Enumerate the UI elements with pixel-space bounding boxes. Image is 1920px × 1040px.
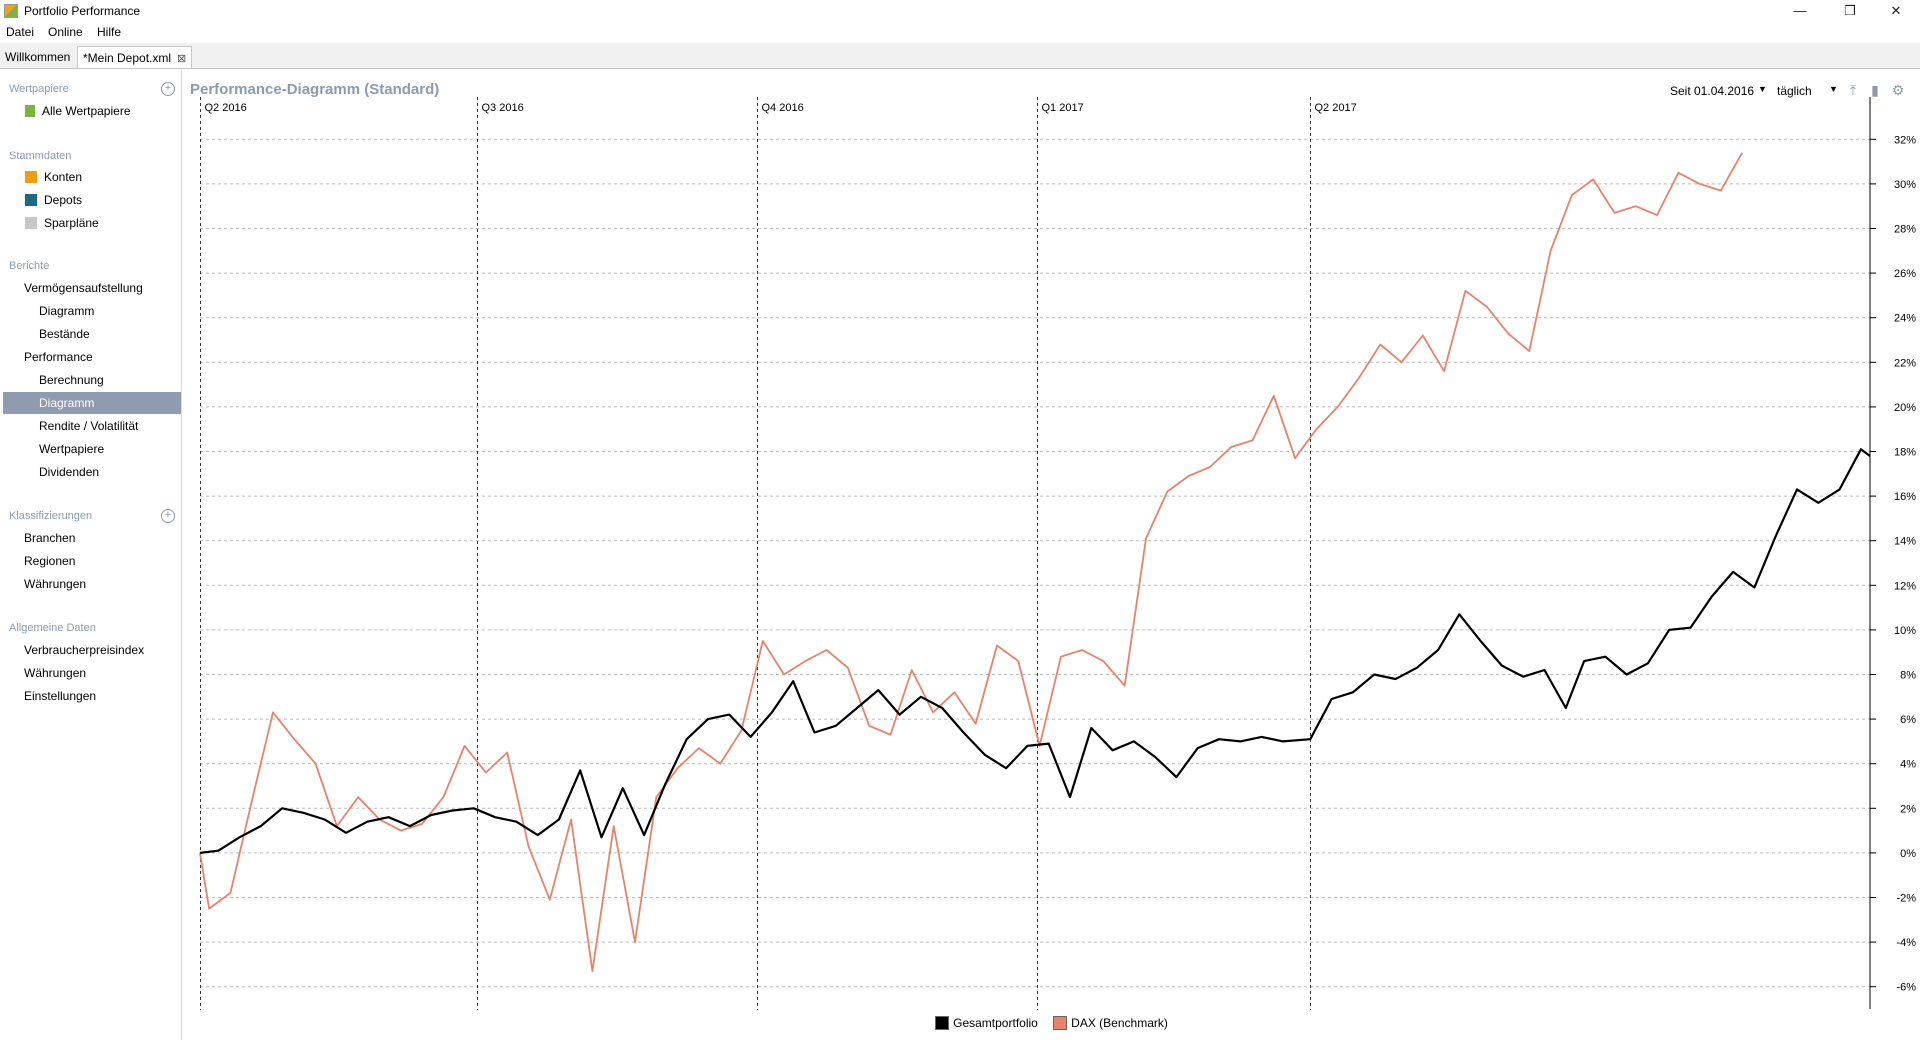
y-tick-label: 32% [1894,134,1916,146]
editor-tab-bar: Willkommen *Mein Depot.xml ⊠ [0,43,1920,69]
series-line-dax [199,152,1743,972]
section-header-berichte: Berichte [9,260,50,272]
bookmark-icon[interactable]: ▮ [1871,82,1879,98]
sidebar-item-rendite-volatilitaet[interactable]: Rendite / Volatilität [39,419,139,433]
sidebar-item-diagramm-performance[interactable]: Diagramm [3,392,181,414]
navigation-sidebar: Wertpapiere + Alle Wertpapiere Stammdate… [0,70,182,1040]
depot-icon [25,194,37,206]
y-tick-label: 10% [1894,625,1916,637]
legend-item-gesamtportfolio[interactable]: Gesamtportfolio [935,1016,1038,1030]
app-logo-icon [4,4,18,18]
quarter-label: Q1 2017 [1042,102,1084,114]
section-header-klassifizierungen: Klassifizierungen [9,510,93,522]
settings-icon[interactable]: ⚙ [1891,82,1905,98]
sidebar-item-branchen[interactable]: Branchen [24,531,76,545]
sidebar-item-vermoegensaufstellung[interactable]: Vermögensaufstellung [24,281,143,295]
sidebar-item-depots[interactable]: Depots [25,189,82,211]
restore-button[interactable]: ❐ [1844,3,1856,18]
sidebar-item-bestaende[interactable]: Bestände [39,327,90,341]
y-tick-label: 4% [1900,759,1916,771]
legend-swatch [935,1016,950,1030]
y-tick-label: 6% [1900,714,1916,726]
y-tick-label: -6% [1896,982,1916,994]
chart-title: Performance-Diagramm (Standard) [190,81,440,98]
series-line-gesamtportfolio [199,448,1871,854]
y-tick-label: 20% [1894,402,1916,414]
legend-swatch [1053,1016,1068,1030]
sidebar-item-dividenden[interactable]: Dividenden [39,465,100,479]
sidebar-item-alle-wertpapiere[interactable]: Alle Wertpapiere [25,100,131,122]
y-tick-label: 16% [1894,491,1916,503]
chart-legend: Gesamtportfolio DAX (Benchmark) [183,1016,1920,1036]
document-icon [25,105,35,117]
export-icon[interactable]: ⤒ [1849,82,1857,98]
sidebar-item-wertpapiere[interactable]: Wertpapiere [39,442,105,456]
quarter-label: Q2 2017 [1315,102,1357,114]
menu-bar: Datei Online Hilfe [0,22,1920,42]
minimize-button[interactable]: — [1793,3,1807,18]
legend-item-dax[interactable]: DAX (Benchmark) [1053,1016,1168,1030]
y-tick-label: 22% [1894,357,1916,369]
chart-panel: Performance-Diagramm (Standard) Seit 01.… [183,70,1920,1040]
period-dropdown-icon[interactable]: ▼ [1758,84,1767,94]
sidebar-item-einstellungen[interactable]: Einstellungen [24,689,97,703]
y-tick-label: -2% [1896,893,1916,905]
account-icon [25,171,37,183]
quarter-label: Q3 2016 [482,102,524,114]
tab-willkommen[interactable]: Willkommen [5,50,71,64]
close-window-button[interactable]: ✕ [1890,3,1902,18]
section-header-allgemeine-daten: Allgemeine Daten [9,622,96,634]
sidebar-item-berechnung[interactable]: Berechnung [39,373,104,387]
quarter-label: Q2 2016 [205,102,247,114]
y-tick-label: 12% [1894,580,1916,592]
tab-label: *Mein Depot.xml [83,51,172,65]
y-tick-label: 28% [1894,224,1916,236]
menu-datei[interactable]: Datei [6,25,35,39]
sidebar-item-verbraucherpreisindex[interactable]: Verbraucherpreisindex [24,643,145,657]
section-header-stammdaten: Stammdaten [9,150,72,162]
title-bar: Portfolio Performance — ❐ ✕ [0,0,1920,22]
interval-dropdown-icon[interactable]: ▼ [1829,84,1838,94]
interval-selector[interactable]: täglich [1777,84,1812,98]
sidebar-item-konten[interactable]: Konten [25,166,82,188]
performance-chart: 32% 30% 28% 26% 24% 22% 20% 18% 16% 14% 12% 10% 8% 6%… [199,97,1916,1010]
menu-hilfe[interactable]: Hilfe [97,25,122,39]
y-tick-label: 8% [1900,670,1916,682]
window-title: Portfolio Performance [24,4,141,18]
period-selector[interactable]: Seit 01.04.2016 [1670,84,1755,98]
sidebar-item-waehrungen-klass[interactable]: Währungen [24,577,87,591]
sidebar-item-regionen[interactable]: Regionen [24,554,76,568]
section-header-wertpapiere: Wertpapiere [9,83,69,95]
sidebar-item-waehrungen[interactable]: Währungen [24,666,87,680]
close-tab-icon[interactable]: ⊠ [177,53,187,65]
y-tick-label: -4% [1896,937,1916,949]
y-tick-label: 14% [1894,536,1916,548]
sidebar-item-sparplaene[interactable]: Sparpläne [25,212,99,234]
add-classification-icon[interactable]: + [161,509,175,523]
y-tick-label: 24% [1894,313,1916,325]
tab-mein-depot[interactable]: *Mein Depot.xml ⊠ [77,46,193,68]
menu-online[interactable]: Online [48,25,83,39]
quarter-label: Q4 2016 [762,102,804,114]
y-tick-label: 26% [1894,268,1916,280]
y-tick-label: 30% [1894,179,1916,191]
add-security-icon[interactable]: + [161,82,175,96]
sidebar-item-diagramm-vermoegen[interactable]: Diagramm [39,304,95,318]
y-tick-label: 0% [1900,848,1916,860]
sidebar-item-performance[interactable]: Performance [24,350,93,364]
y-tick-label: 18% [1894,447,1916,459]
savings-plan-icon [25,217,37,229]
y-tick-label: 2% [1900,803,1916,815]
